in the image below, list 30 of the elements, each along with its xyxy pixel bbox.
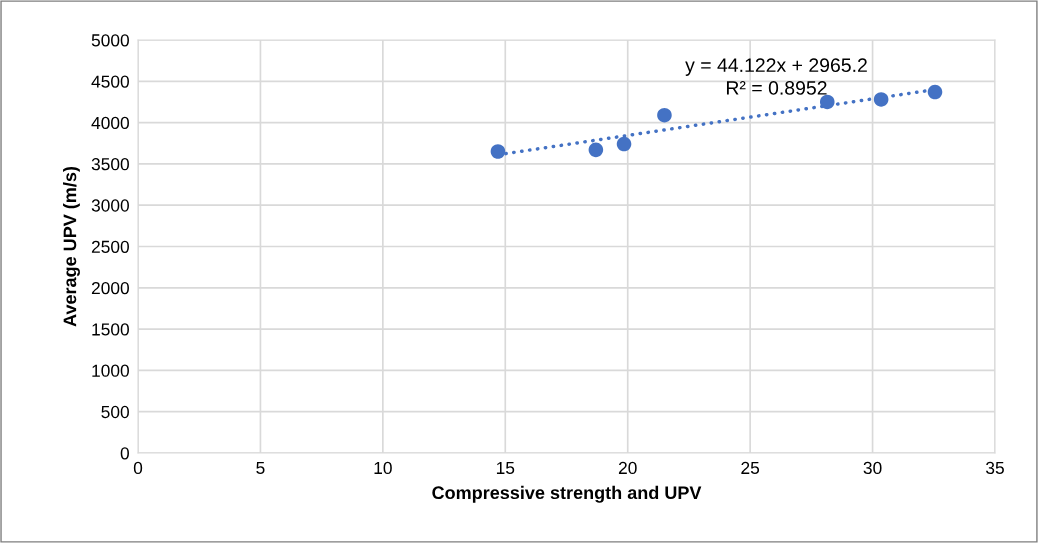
point <box>588 142 604 158</box>
y-tick-label: 3000 <box>91 199 129 212</box>
y-tick-label: 4500 <box>91 75 129 88</box>
point <box>819 94 835 110</box>
annotation: y = 44.122x + 2965.2 <box>685 58 867 76</box>
y-tick-label: 4000 <box>91 116 129 130</box>
x-tick-label: 15 <box>496 461 515 475</box>
y-tick-label: 2500 <box>91 240 129 253</box>
x-tick-label: 30 <box>863 461 882 475</box>
x-tick-label: 25 <box>741 461 760 475</box>
y-axis-title: Average UPV (m/s) <box>63 166 80 327</box>
x-axis-title: Compressive strength and UPV <box>432 485 702 503</box>
y-tick-label: 3500 <box>91 158 129 171</box>
annotation: R² = 0.8952 <box>726 81 827 95</box>
x-tick-label: 10 <box>374 461 392 475</box>
y-tick-label: 1000 <box>92 364 129 377</box>
point <box>657 107 672 123</box>
point <box>616 136 632 152</box>
y-tick-label: 1500 <box>92 323 129 336</box>
y-tick-label: 2000 <box>91 281 129 295</box>
x-tick-label: 0 <box>133 461 143 475</box>
y-tick-label: 500 <box>101 405 129 419</box>
y-tick-label: 5000 <box>91 34 129 47</box>
x-tick-label: 35 <box>986 461 1004 475</box>
y-tick-label: 0 <box>120 447 129 460</box>
point <box>873 92 889 107</box>
point <box>490 144 506 159</box>
x-tick-label: 20 <box>618 461 637 475</box>
point <box>927 84 943 100</box>
x-tick-label: 5 <box>256 461 265 475</box>
